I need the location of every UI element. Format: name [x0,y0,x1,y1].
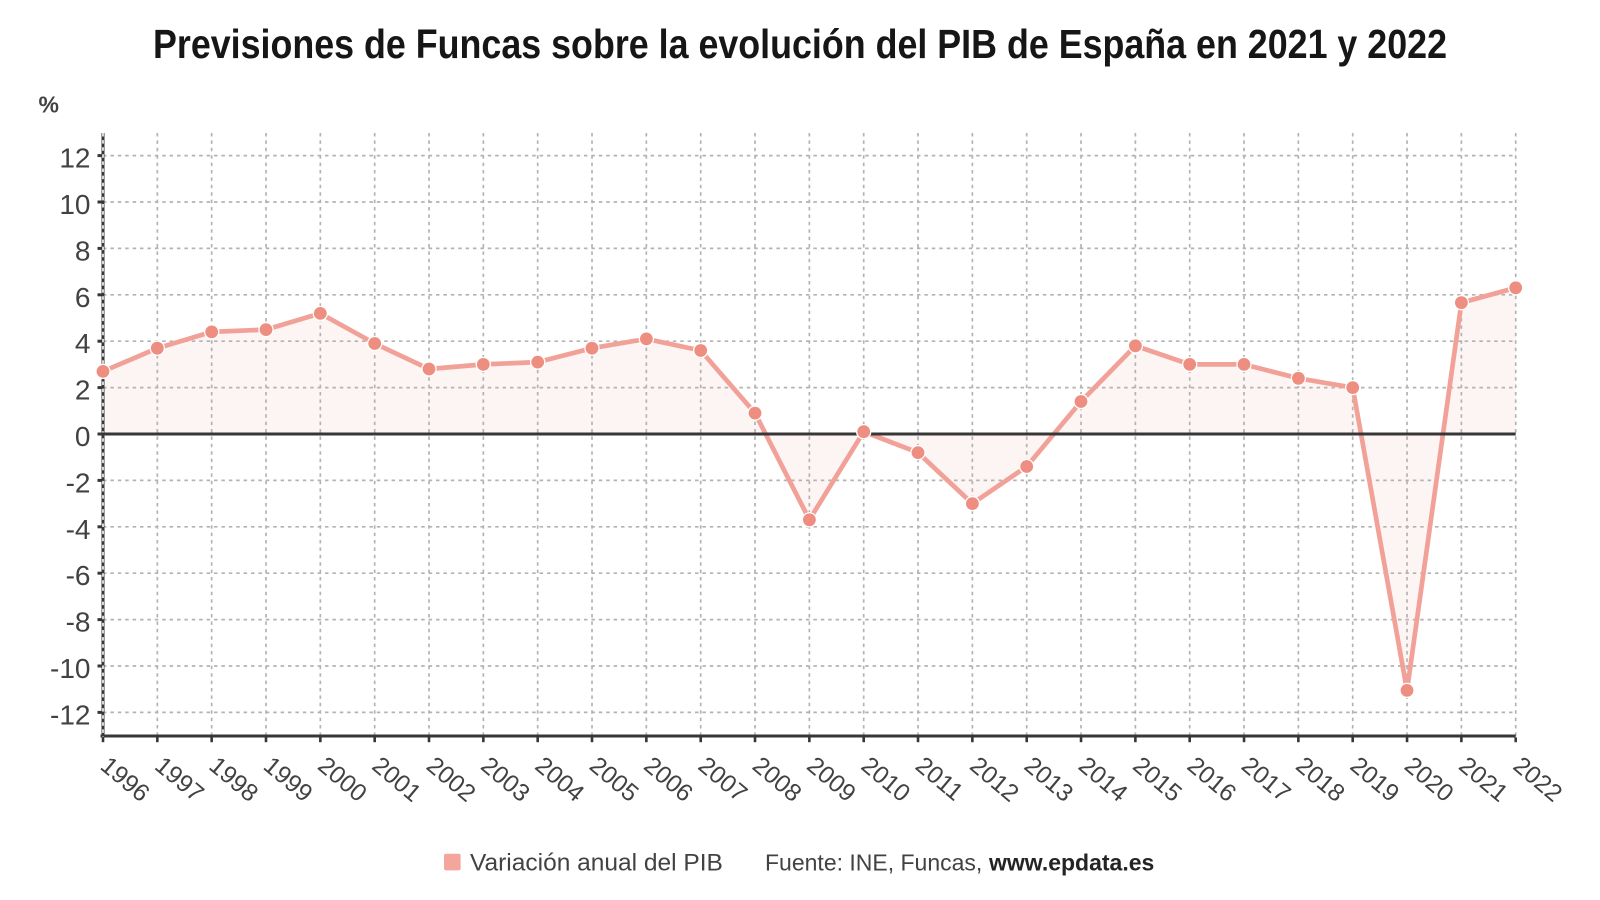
svg-text:www.epdata.es: www.epdata.es [988,850,1154,876]
svg-text:-12: -12 [50,699,90,730]
svg-text:Previsiones de Funcas sobre la: Previsiones de Funcas sobre la evolución… [153,21,1447,67]
svg-text:0: 0 [75,421,91,452]
svg-text:8: 8 [75,235,91,266]
svg-text:-4: -4 [66,514,91,545]
svg-text:4: 4 [75,328,91,359]
svg-text:-6: -6 [66,560,91,591]
svg-text:10: 10 [59,189,90,220]
svg-text:-2: -2 [66,467,91,498]
svg-text:2: 2 [75,375,91,406]
svg-text:-8: -8 [66,607,91,638]
svg-text:Variación anual del PIB: Variación anual del PIB [470,850,723,877]
svg-text:%: % [38,92,58,118]
svg-text:12: 12 [59,143,90,174]
svg-text:Fuente: INE, Funcas,: Fuente: INE, Funcas, [765,850,982,876]
svg-text:-10: -10 [50,653,90,684]
svg-text:6: 6 [75,282,91,313]
